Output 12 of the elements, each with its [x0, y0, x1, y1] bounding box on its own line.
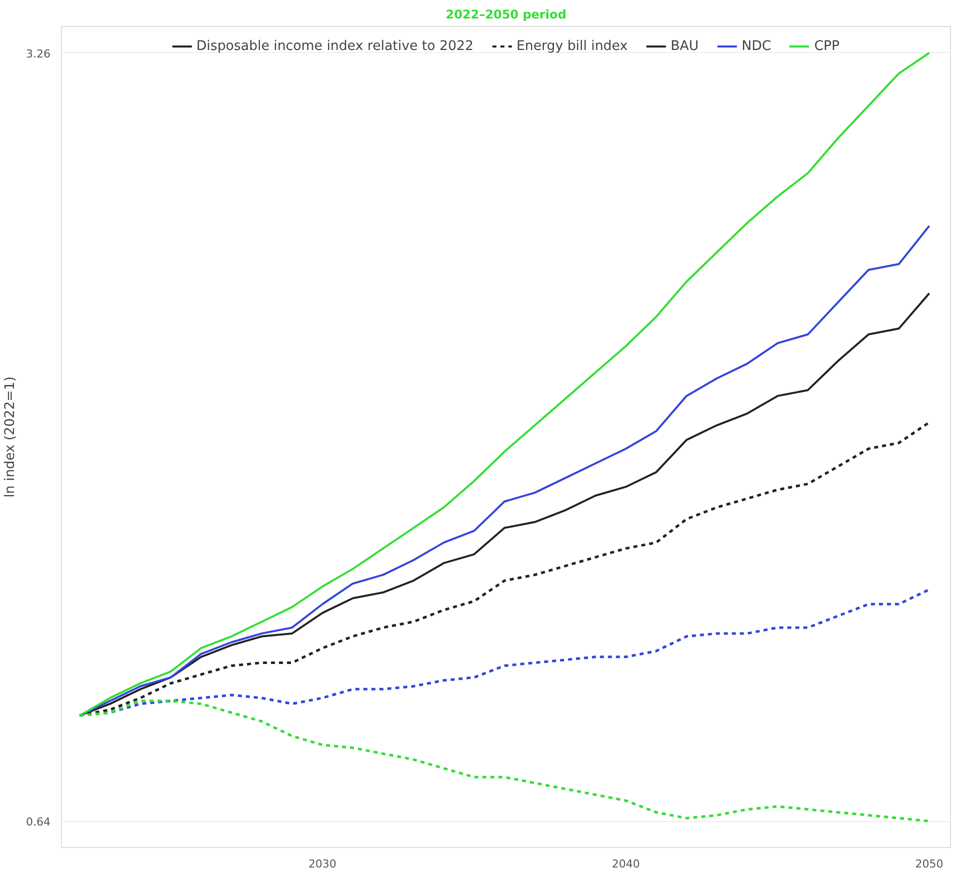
legend-label: NDC — [742, 38, 772, 54]
annotation: Disposable income index relative to 2022 — [196, 38, 474, 54]
annotation: Energy bill index — [516, 38, 628, 54]
x-tick-label: 2050 — [915, 858, 944, 870]
x-tick-label: 2040 — [612, 858, 640, 870]
y-tick-label: 0.64 — [26, 816, 51, 829]
legend-label: CPP — [814, 38, 840, 54]
y-tick-label: 3.26 — [26, 47, 51, 60]
x-tick-label: 2030 — [308, 858, 336, 870]
y-axis-title: ln index (2022=1) — [3, 376, 18, 498]
legend-label: BAU — [670, 38, 699, 54]
chart-title: 2022–2050 period — [446, 8, 566, 22]
